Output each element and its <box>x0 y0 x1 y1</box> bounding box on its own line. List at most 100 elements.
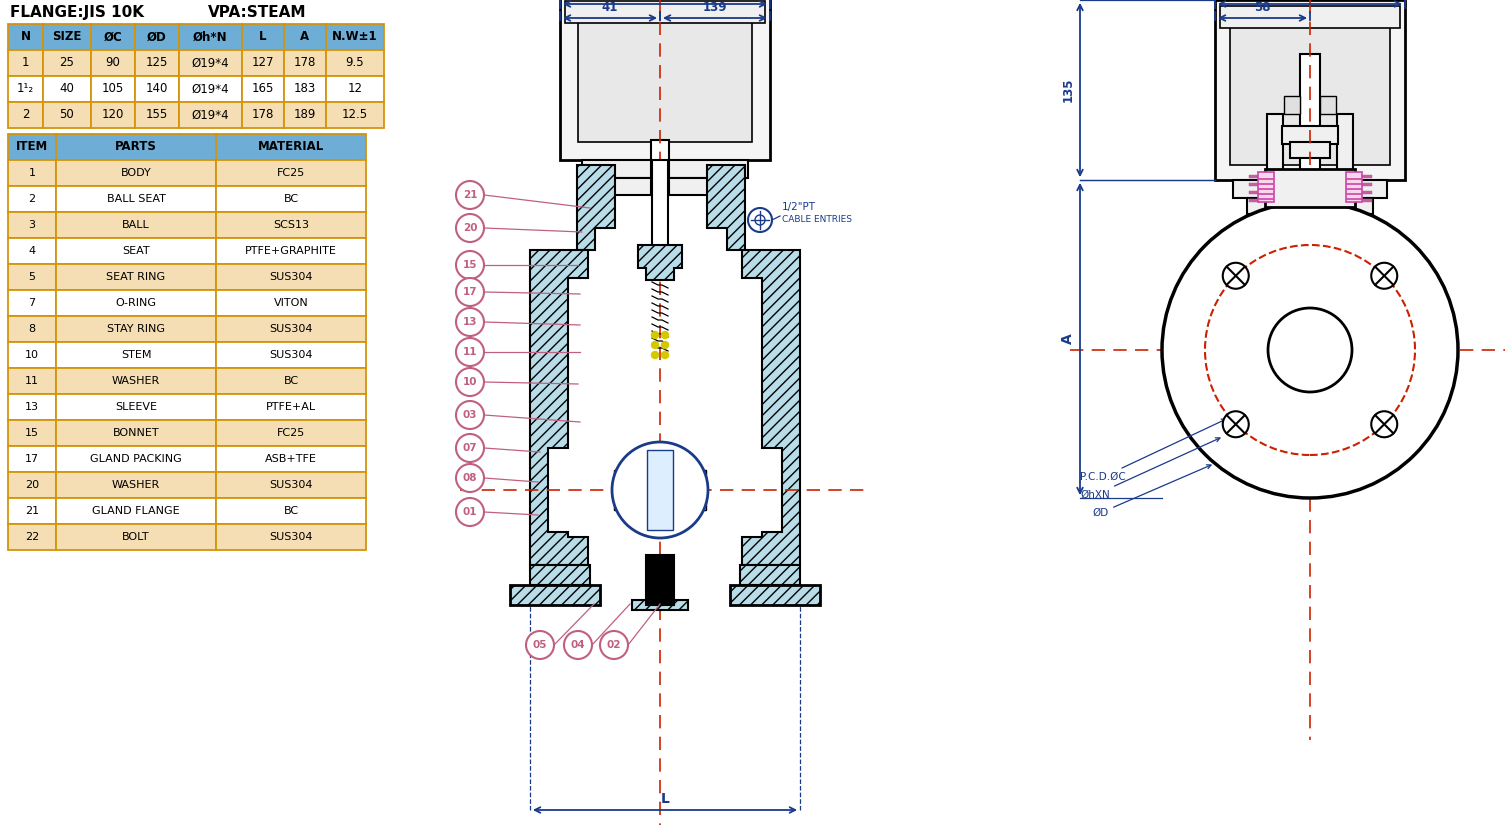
Bar <box>217 472 366 498</box>
Circle shape <box>1162 202 1458 498</box>
Bar <box>327 50 384 76</box>
Text: SLEEVE: SLEEVE <box>114 402 157 412</box>
Bar <box>135 50 179 76</box>
Text: 08: 08 <box>462 473 477 483</box>
Circle shape <box>456 368 485 396</box>
Bar <box>284 76 327 102</box>
Text: 178: 178 <box>251 108 274 122</box>
Text: 2: 2 <box>29 194 36 204</box>
Bar <box>179 102 242 128</box>
Text: STAY RING: STAY RING <box>107 324 166 334</box>
Text: 40: 40 <box>60 82 74 96</box>
Polygon shape <box>730 585 820 605</box>
Circle shape <box>613 442 707 538</box>
Text: SUS304: SUS304 <box>269 532 313 542</box>
Text: Ø19*4: Ø19*4 <box>191 82 229 96</box>
Bar <box>8 394 56 420</box>
Text: 120: 120 <box>102 108 125 122</box>
Text: 139: 139 <box>703 1 727 14</box>
Bar <box>1345 172 1362 202</box>
Text: ITEM: ITEM <box>17 140 48 154</box>
Text: 178: 178 <box>293 56 316 70</box>
Bar <box>8 264 56 290</box>
Text: 9.5: 9.5 <box>346 56 364 70</box>
Polygon shape <box>576 165 616 250</box>
Text: 13: 13 <box>462 317 477 327</box>
Text: FLANGE:JIS 10K: FLANGE:JIS 10K <box>11 5 144 20</box>
Text: 22: 22 <box>26 532 39 542</box>
Text: 11: 11 <box>462 347 477 357</box>
Text: BC: BC <box>283 506 298 516</box>
Bar <box>56 394 217 420</box>
Bar <box>179 24 242 50</box>
Text: L: L <box>259 30 266 44</box>
Text: SUS304: SUS304 <box>269 350 313 360</box>
Text: 03: 03 <box>462 410 477 420</box>
Polygon shape <box>707 165 745 250</box>
Text: 189: 189 <box>293 108 316 122</box>
Bar <box>8 290 56 316</box>
Text: BODY: BODY <box>120 168 152 178</box>
Bar <box>646 555 674 605</box>
Bar <box>1284 96 1300 114</box>
Text: 41: 41 <box>602 1 619 14</box>
Bar <box>8 50 44 76</box>
Bar <box>8 76 44 102</box>
Bar <box>217 160 366 186</box>
Bar <box>217 368 366 394</box>
Bar <box>56 446 217 472</box>
Circle shape <box>652 342 659 349</box>
Bar <box>90 24 135 50</box>
Bar <box>284 24 327 50</box>
Bar <box>217 290 366 316</box>
Bar <box>327 24 384 50</box>
Circle shape <box>652 332 659 339</box>
Bar <box>327 102 384 128</box>
Text: 17: 17 <box>462 287 477 297</box>
Text: 21: 21 <box>462 190 477 200</box>
Bar <box>284 50 327 76</box>
Bar <box>90 50 135 76</box>
Bar <box>217 524 366 550</box>
Bar <box>242 24 284 50</box>
Polygon shape <box>530 250 588 565</box>
Bar <box>217 264 366 290</box>
Text: Ø19*4: Ø19*4 <box>191 56 229 70</box>
Bar <box>1320 96 1336 114</box>
Text: 12.5: 12.5 <box>342 108 369 122</box>
Text: 21: 21 <box>26 506 39 516</box>
Text: 127: 127 <box>251 56 274 70</box>
Bar <box>597 178 731 195</box>
Bar <box>135 24 179 50</box>
Polygon shape <box>614 470 634 510</box>
Circle shape <box>456 278 485 306</box>
Circle shape <box>456 181 485 209</box>
Text: 50: 50 <box>60 108 74 122</box>
Circle shape <box>564 631 591 659</box>
Text: BOLT: BOLT <box>122 532 150 542</box>
Bar <box>1215 0 1406 180</box>
Bar <box>1266 169 1354 207</box>
Text: 7: 7 <box>29 298 36 308</box>
Circle shape <box>662 351 668 359</box>
Circle shape <box>456 434 485 462</box>
Text: A: A <box>1061 333 1075 344</box>
Bar <box>8 368 56 394</box>
Text: 17: 17 <box>26 454 39 464</box>
Text: ØC: ØC <box>104 30 122 44</box>
Text: 140: 140 <box>146 82 169 96</box>
Text: ØhXN: ØhXN <box>1081 438 1221 500</box>
Bar <box>8 498 56 524</box>
Text: L: L <box>661 792 670 806</box>
Polygon shape <box>742 250 801 565</box>
Bar <box>1290 142 1330 158</box>
Bar <box>90 76 135 102</box>
Text: SUS304: SUS304 <box>269 324 313 334</box>
Bar <box>56 238 217 264</box>
Text: PARTS: PARTS <box>114 140 157 154</box>
Text: 135: 135 <box>1061 78 1075 102</box>
Text: VPA:STEAM: VPA:STEAM <box>208 5 307 20</box>
Circle shape <box>1371 412 1397 438</box>
Text: 1: 1 <box>21 56 29 70</box>
Text: 58: 58 <box>1254 1 1270 14</box>
